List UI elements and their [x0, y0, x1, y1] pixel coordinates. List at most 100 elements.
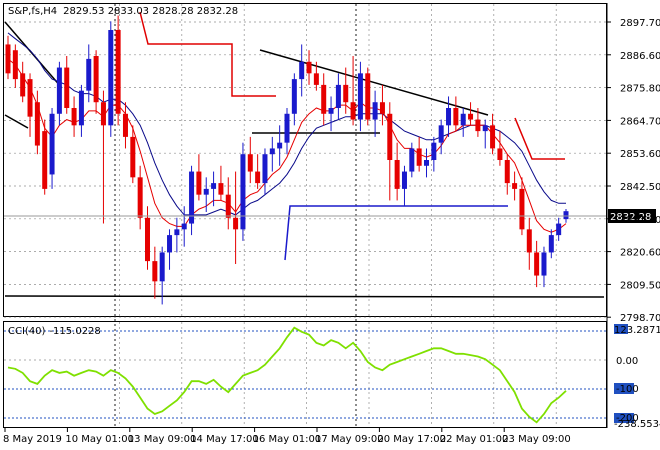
candle: [504, 154, 510, 195]
price-tick-label: 2864.70: [620, 116, 660, 127]
candle: [379, 84, 385, 126]
chart-header: S&P,fs,H4 2829.53 2833.03 2828.28 2832.28: [8, 6, 238, 17]
candle: [130, 125, 136, 184]
candle: [42, 119, 48, 195]
candle: [122, 102, 128, 149]
candle: [475, 108, 481, 137]
time-tick-label: 17 May 09:00: [315, 434, 384, 445]
candle: [56, 61, 62, 126]
blue-level[interactable]: [284, 205, 508, 261]
candle: [548, 229, 554, 259]
candle: [203, 177, 209, 212]
price-panel-frame: [3, 3, 607, 317]
candle: [321, 73, 327, 126]
candle: [328, 96, 334, 132]
time-tick-label: 8 May 2019: [3, 434, 62, 445]
time-tick-label: 23 May 09:00: [502, 434, 571, 445]
candle: [78, 84, 84, 137]
candle: [167, 229, 173, 270]
price-grid: [4, 21, 606, 318]
candle: [225, 177, 231, 230]
candle: [196, 154, 202, 201]
candle: [534, 240, 540, 288]
time-tick-label: 22 May 01:00: [440, 434, 509, 445]
cci-zero-label: 0.00: [616, 356, 638, 367]
candle: [12, 44, 18, 88]
candle: [365, 67, 371, 126]
price-tick-label: 2820.60: [620, 248, 660, 259]
candle: [5, 35, 11, 80]
candle: [27, 73, 33, 137]
candle: [424, 148, 429, 178]
price-tick-label: 2886.60: [620, 51, 660, 62]
red-level-right[interactable]: [514, 117, 565, 160]
candle: [335, 73, 341, 120]
cci-minus-200-label: -200: [616, 413, 639, 424]
candle: [490, 113, 496, 155]
candle: [233, 171, 239, 264]
candle: [519, 177, 525, 236]
candle: [108, 21, 114, 137]
candle: [218, 165, 224, 201]
cci-line: [7, 326, 567, 424]
price-tick-label: 2853.60: [620, 149, 660, 160]
candle: [541, 246, 547, 288]
candle: [372, 90, 378, 137]
cci-minus-100-label: -100: [616, 384, 639, 395]
candle: [343, 67, 349, 114]
candle: [93, 50, 99, 114]
price-axis-ticks: 2897.70 2886.60 2875.80 2864.70 2853.60 2842.…: [607, 18, 660, 324]
candle: [387, 102, 393, 201]
trendline-resistance[interactable]: [259, 49, 489, 116]
cci-minus-100-tag: [614, 383, 634, 394]
candle: [556, 217, 562, 241]
candle: [401, 165, 407, 207]
price-tick-label: 2842.50: [620, 182, 660, 193]
trendline-black-early-2[interactable]: [4, 114, 29, 129]
candle: [277, 125, 283, 166]
candlesticks: [5, 15, 569, 305]
cci-panel-frame: [3, 321, 607, 428]
candle: [526, 217, 532, 270]
cci-min-label: -238.5534: [614, 419, 660, 430]
candle: [284, 108, 290, 155]
current-price-label: 2832.28: [610, 212, 651, 223]
candle: [350, 56, 356, 126]
cci-minus-200-tag: [614, 413, 634, 423]
candle: [460, 108, 466, 137]
red-level-step[interactable]: [139, 11, 276, 97]
candle: [115, 15, 121, 126]
candle: [189, 165, 195, 236]
candle: [64, 56, 70, 114]
candle: [468, 102, 474, 126]
candle: [512, 171, 518, 201]
candle: [211, 171, 217, 207]
time-tick-label: 14 May 17:00: [190, 434, 259, 445]
candle: [291, 73, 297, 126]
candle: [446, 96, 452, 137]
candle: [181, 206, 187, 247]
cci-max-tag: [614, 324, 628, 334]
time-tick-label: 16 May 01:00: [253, 434, 322, 445]
candle: [20, 61, 26, 103]
candle: [152, 246, 158, 299]
candle: [49, 108, 55, 189]
candle: [174, 217, 180, 253]
price-tick-label: 2897.70: [620, 18, 660, 29]
candle: [357, 61, 363, 132]
candle: [497, 131, 503, 166]
support-line[interactable]: [4, 295, 605, 298]
price-tick-label: 2831.40: [620, 215, 660, 226]
candle: [240, 142, 246, 241]
price-tick-label: 2809.50: [620, 280, 660, 291]
candle: [453, 96, 459, 132]
candle: [313, 61, 319, 91]
candle: [262, 148, 268, 195]
cci-polyline: [7, 326, 567, 424]
candle: [71, 96, 77, 137]
candle: [159, 246, 165, 305]
price-tick-label: 2798.70: [620, 313, 660, 324]
candle: [34, 90, 40, 155]
